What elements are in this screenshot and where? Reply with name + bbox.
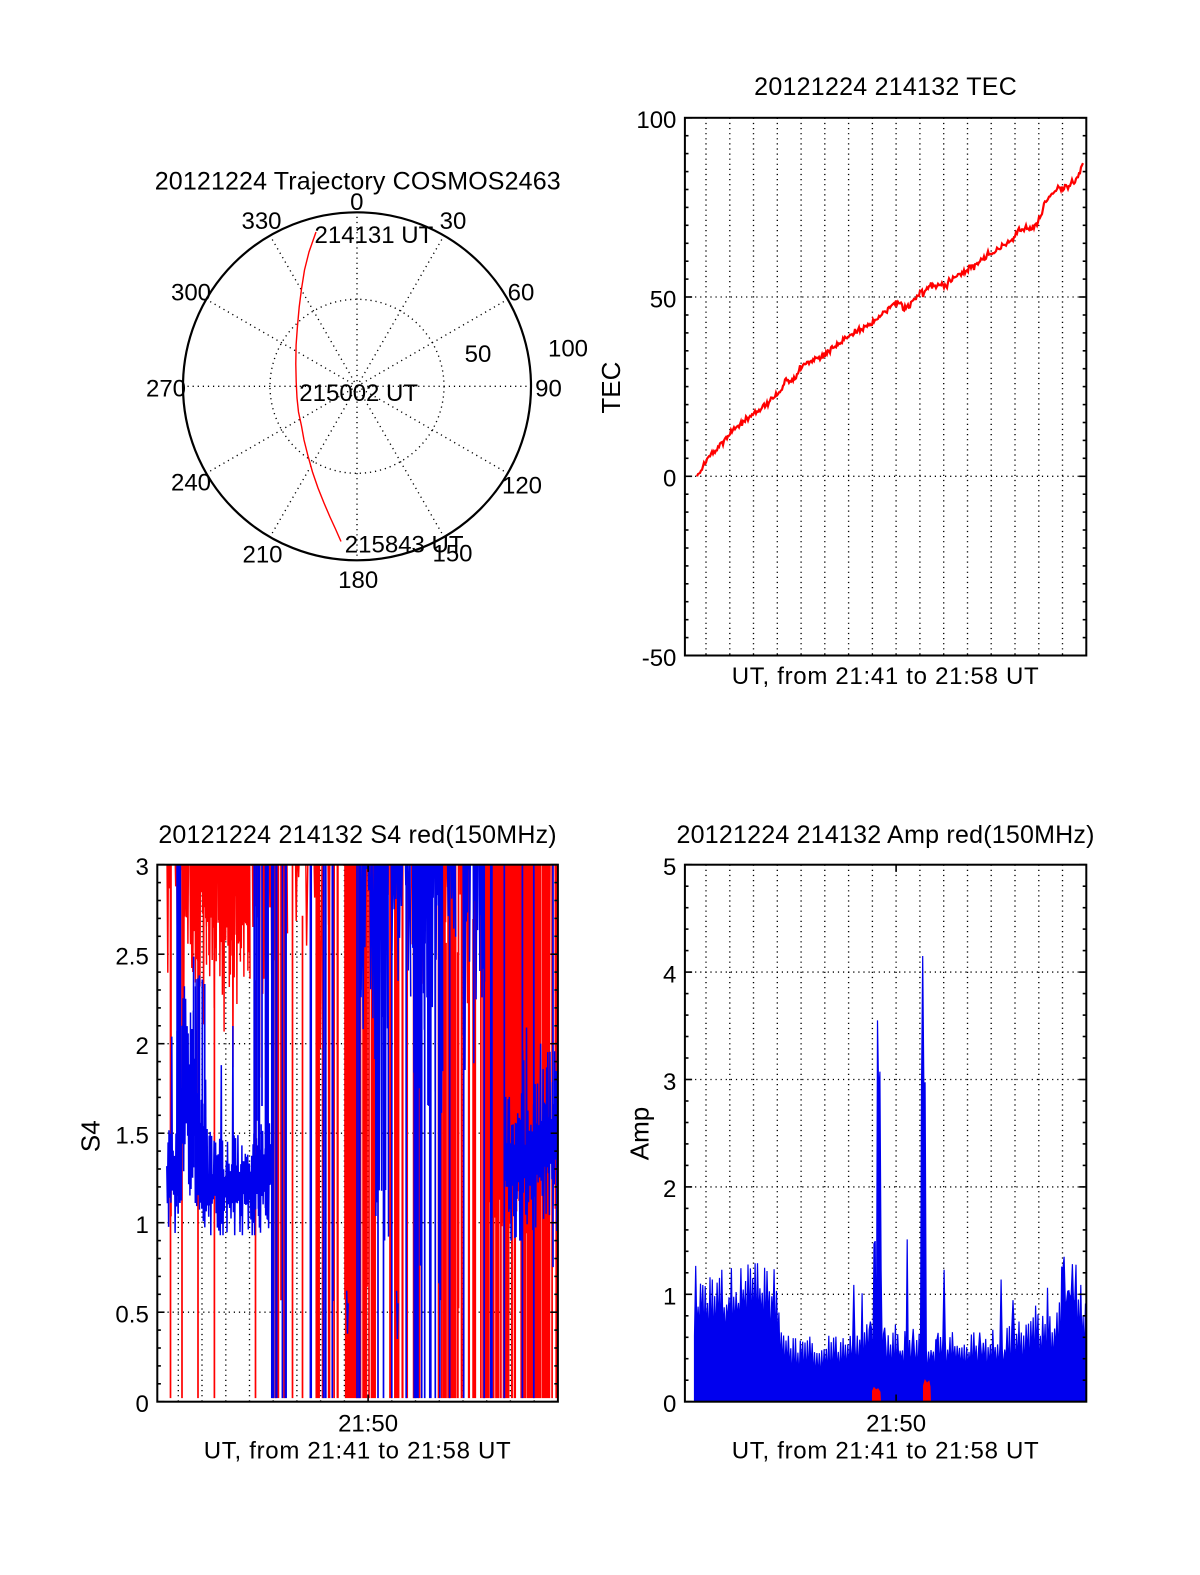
svg-text:20121224 214132 TEC: 20121224 214132 TEC: [754, 73, 1017, 101]
svg-text:120: 120: [502, 473, 542, 500]
svg-text:2: 2: [663, 1176, 676, 1203]
svg-text:240: 240: [171, 470, 211, 497]
svg-text:215002 UT: 215002 UT: [299, 380, 418, 407]
svg-text:20121224 214132 S4 red(150MHz): 20121224 214132 S4 red(150MHz): [158, 821, 557, 849]
svg-text:UT, from 21:41 to 21:58 UT: UT, from 21:41 to 21:58 UT: [204, 1438, 512, 1465]
svg-text:UT, from 21:41 to 21:58 UT: UT, from 21:41 to 21:58 UT: [732, 1438, 1040, 1465]
svg-text:1.5: 1.5: [115, 1123, 148, 1150]
svg-text:100: 100: [548, 336, 588, 363]
svg-text:100: 100: [636, 107, 676, 134]
svg-text:3: 3: [135, 854, 148, 881]
svg-text:5: 5: [663, 854, 676, 881]
svg-text:50: 50: [465, 341, 492, 368]
svg-text:1: 1: [663, 1284, 676, 1311]
svg-text:20121224 Trajectory COSMOS2463: 20121224 Trajectory COSMOS2463: [155, 168, 561, 196]
svg-text:4: 4: [663, 961, 676, 988]
svg-text:20121224 214132 Amp red(150MHz: 20121224 214132 Amp red(150MHz): [676, 821, 1094, 849]
svg-text:0.5: 0.5: [115, 1302, 148, 1329]
svg-text:30: 30: [440, 208, 467, 235]
svg-text:Amp: Amp: [625, 1107, 655, 1160]
svg-text:60: 60: [508, 280, 535, 307]
svg-text:0: 0: [663, 466, 676, 493]
svg-text:S4: S4: [75, 1120, 105, 1152]
svg-text:-50: -50: [642, 645, 677, 672]
svg-text:TEC: TEC: [596, 362, 626, 414]
svg-text:150: 150: [432, 541, 472, 568]
svg-text:330: 330: [241, 208, 281, 235]
svg-text:210: 210: [242, 542, 282, 569]
svg-text:300: 300: [171, 280, 211, 307]
svg-text:214131 UT: 214131 UT: [315, 222, 434, 249]
svg-text:90: 90: [535, 376, 562, 403]
svg-text:21:50: 21:50: [866, 1411, 926, 1438]
svg-text:215843 UT: 215843 UT: [345, 532, 464, 559]
svg-text:0: 0: [663, 1391, 676, 1418]
svg-text:UT, from 21:41 to 21:58 UT: UT, from 21:41 to 21:58 UT: [732, 663, 1040, 690]
svg-text:2: 2: [135, 1033, 148, 1060]
svg-text:21:50: 21:50: [338, 1411, 398, 1438]
svg-text:0: 0: [135, 1391, 148, 1418]
svg-text:1: 1: [135, 1212, 148, 1239]
svg-text:50: 50: [650, 286, 677, 313]
svg-text:270: 270: [146, 376, 186, 403]
svg-text:0: 0: [350, 189, 363, 216]
svg-text:3: 3: [663, 1069, 676, 1096]
svg-text:2.5: 2.5: [115, 944, 148, 971]
svg-text:180: 180: [338, 567, 378, 594]
